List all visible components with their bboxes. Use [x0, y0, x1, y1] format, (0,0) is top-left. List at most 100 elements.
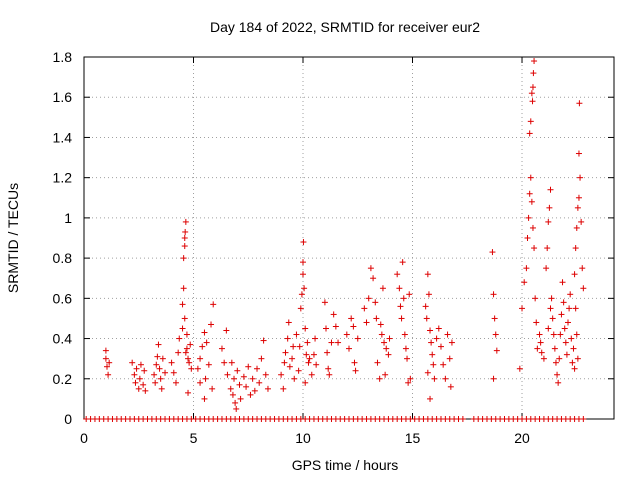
- data-point: [545, 218, 552, 225]
- data-point: [290, 343, 297, 350]
- data-point: [182, 349, 189, 356]
- data-point: [379, 285, 386, 292]
- y-tick-label: 1: [64, 210, 72, 226]
- data-point: [201, 329, 208, 336]
- data-point: [293, 331, 300, 338]
- data-point: [158, 385, 165, 392]
- data-point: [548, 295, 555, 302]
- data-point: [381, 339, 388, 346]
- data-point: [348, 315, 355, 322]
- data-point: [306, 355, 313, 362]
- data-point: [102, 355, 109, 362]
- data-point: [249, 375, 256, 382]
- data-point: [156, 365, 163, 372]
- data-point: [183, 345, 190, 352]
- data-point: [240, 373, 247, 380]
- data-point: [427, 395, 434, 402]
- data-point: [550, 331, 557, 338]
- data-point: [251, 387, 258, 394]
- data-point: [223, 327, 230, 334]
- data-point: [313, 361, 320, 368]
- data-point: [383, 345, 390, 352]
- data-point: [579, 265, 586, 272]
- data-point: [551, 345, 558, 352]
- data-point: [258, 355, 265, 362]
- data-point: [525, 214, 532, 221]
- data-point: [231, 375, 238, 382]
- data-point: [298, 291, 305, 298]
- data-point: [435, 325, 442, 332]
- data-point: [545, 325, 552, 332]
- x-tick-label: 20: [514, 430, 530, 446]
- x-axis-label: GPS time / hours: [292, 457, 399, 473]
- data-point: [350, 323, 357, 330]
- data-point: [291, 375, 298, 382]
- data-point: [440, 361, 447, 368]
- grid: [84, 57, 614, 419]
- data-point: [310, 351, 317, 358]
- data-point: [556, 355, 563, 362]
- data-point: [529, 224, 536, 231]
- data-point: [304, 339, 311, 346]
- data-point: [183, 331, 190, 338]
- data-point: [232, 399, 239, 406]
- data-point: [218, 345, 225, 352]
- data-point: [312, 335, 319, 342]
- data-point: [422, 303, 429, 310]
- data-point: [236, 381, 243, 388]
- data-point: [570, 345, 577, 352]
- data-point: [378, 331, 385, 338]
- data-point: [400, 295, 407, 302]
- data-point: [524, 235, 531, 241]
- data-point: [157, 375, 164, 382]
- data-point: [406, 291, 413, 298]
- data-point: [576, 100, 583, 107]
- data-point: [176, 335, 183, 342]
- data-point: [302, 325, 309, 332]
- data-point: [181, 243, 188, 250]
- data-point: [153, 361, 160, 368]
- data-point: [546, 204, 553, 211]
- data-point: [326, 371, 333, 378]
- data-point: [278, 371, 285, 378]
- data-point: [448, 339, 455, 346]
- data-point: [129, 359, 136, 366]
- data-point: [493, 347, 500, 354]
- data-point: [377, 321, 384, 328]
- data-point: [280, 385, 287, 392]
- data-point: [558, 311, 565, 318]
- data-point: [234, 367, 241, 374]
- data-point: [179, 325, 186, 332]
- data-point: [549, 315, 556, 322]
- axis-ticks: 0 0.2 0.4 0.6 0.8 1 1.2 1.4 1.6 1.8 0 5 10 15 20: [53, 49, 614, 446]
- data-point: [544, 245, 551, 252]
- data-point: [208, 321, 215, 328]
- data-point: [197, 379, 204, 386]
- data-point: [199, 343, 206, 350]
- data-point: [182, 218, 189, 225]
- data-point: [286, 363, 293, 370]
- x-tick-label: 10: [295, 430, 311, 446]
- data-point: [168, 359, 175, 366]
- x-tick-label: 15: [405, 430, 421, 446]
- data-point: [530, 70, 537, 77]
- data-point: [394, 271, 401, 278]
- data-point: [572, 245, 579, 252]
- data-point: [188, 365, 195, 372]
- data-point: [351, 359, 358, 366]
- data-point: [574, 204, 581, 211]
- data-point: [490, 291, 497, 298]
- data-point: [430, 361, 437, 368]
- data-point: [526, 130, 533, 137]
- data-point: [361, 305, 368, 312]
- data-point: [527, 118, 534, 125]
- data-point: [179, 301, 186, 308]
- data-point: [155, 341, 162, 348]
- data-point: [221, 359, 228, 366]
- data-point: [363, 319, 370, 326]
- data-point: [529, 98, 536, 105]
- data-point: [180, 285, 187, 292]
- data-point: [557, 331, 564, 338]
- data-point: [560, 299, 567, 306]
